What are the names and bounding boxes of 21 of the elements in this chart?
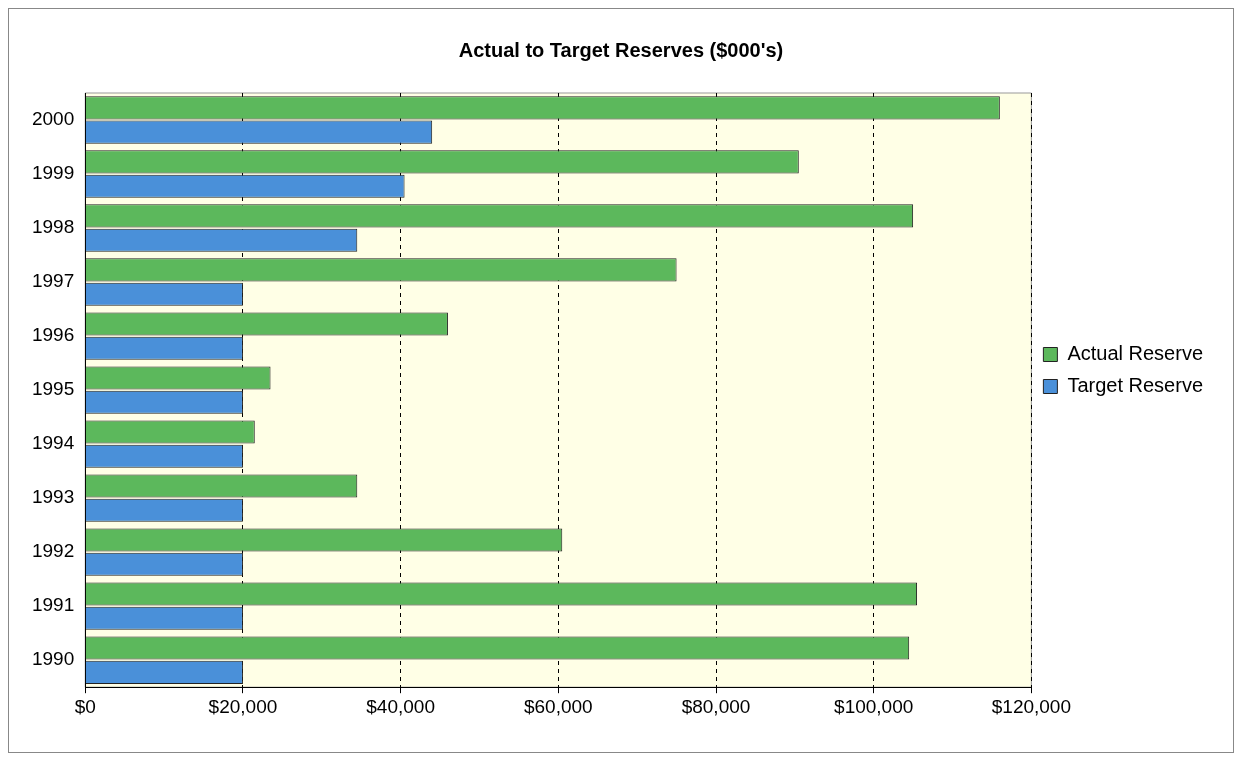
y-tick-label: 1996 (31, 324, 75, 346)
chart-title: Actual to Target Reserves ($000's) (458, 38, 784, 61)
legend-label: Target Reserve (1067, 374, 1204, 397)
y-tick-label: 1992 (31, 540, 75, 562)
legend-label: Actual Reserve (1067, 342, 1204, 365)
x-tick-label: $80,000 (681, 695, 751, 717)
x-tick-label: $120,000 (991, 695, 1072, 717)
x-tick-label: $0 (74, 695, 96, 717)
y-tick-label: 1999 (31, 162, 75, 184)
y-tick-label: 1994 (31, 432, 75, 454)
x-tick-label: $100,000 (834, 695, 914, 717)
y-tick-label: 2000 (31, 108, 75, 130)
y-tick-label: 1990 (31, 648, 75, 670)
y-tick-label: 1997 (31, 270, 75, 292)
y-tick-label: 1995 (31, 378, 75, 400)
y-tick-label: 1993 (31, 486, 75, 508)
y-tick-label: 1998 (31, 216, 75, 238)
y-tick-label: 1991 (31, 594, 75, 616)
x-tick-label: $40,000 (366, 695, 435, 717)
x-tick-label: $20,000 (208, 695, 278, 717)
x-tick-label: $60,000 (523, 695, 593, 717)
